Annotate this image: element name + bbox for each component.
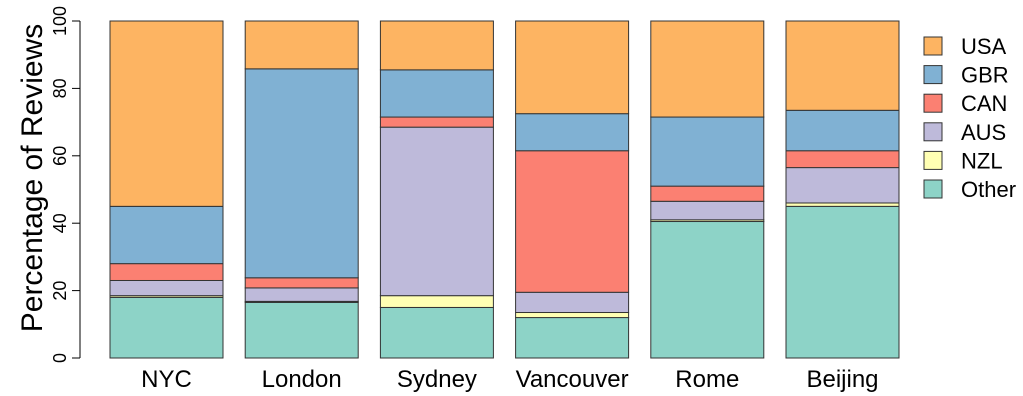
- legend-swatch-other: [923, 179, 943, 199]
- legend-swatch-usa: [923, 36, 943, 56]
- bar-segment-aus: [785, 167, 900, 204]
- bar-segment-other: [650, 221, 765, 359]
- bar-segment-gbr: [244, 68, 359, 279]
- bar-segment-usa: [379, 20, 494, 71]
- bar-segment-other: [785, 205, 900, 359]
- y-tick-label: 0: [50, 353, 70, 363]
- x-category-label: Beijing: [806, 366, 878, 393]
- bar-segment-usa: [785, 20, 900, 111]
- bar-segment-aus: [379, 126, 494, 297]
- legend-swatch-can: [923, 93, 943, 113]
- bar-segment-other: [515, 317, 630, 359]
- bar-segment-can: [379, 116, 494, 128]
- bar-segment-other: [379, 306, 494, 359]
- x-category-label: Sydney: [397, 366, 477, 393]
- y-tick-label: 60: [50, 146, 70, 166]
- x-category-label: London: [262, 366, 342, 393]
- bar-segment-gbr: [515, 113, 630, 152]
- bar-segment-can: [650, 185, 765, 202]
- bar-segment-usa: [650, 20, 765, 118]
- legend-swatch-gbr: [923, 65, 943, 85]
- x-category-label: Rome: [675, 366, 739, 393]
- legend-label-usa: USA: [961, 34, 1007, 59]
- bar-segment-aus: [244, 287, 359, 302]
- bar-segment-nzl: [379, 295, 494, 308]
- legend-label-other: Other: [961, 177, 1016, 202]
- y-tick-label: 40: [50, 213, 70, 233]
- bar-segment-nzl: [785, 202, 900, 207]
- bar-segment-gbr: [785, 109, 900, 152]
- bar-segment-can: [515, 150, 630, 293]
- x-category-label: Vancouver: [516, 366, 629, 393]
- bar-segment-other: [109, 296, 224, 359]
- bar-segment-can: [109, 263, 224, 281]
- bar-segment-gbr: [379, 69, 494, 118]
- y-axis: 0 20 40 60 80 100: [50, 6, 81, 363]
- x-category-label: NYC: [141, 366, 192, 393]
- y-tick-label: 100: [50, 6, 70, 36]
- bar-segment-usa: [515, 20, 630, 115]
- x-axis-labels: NYC London Sydney Vancouver Rome Beijing: [141, 366, 878, 393]
- bar-segment-aus: [109, 279, 224, 297]
- y-tick-label: 80: [50, 78, 70, 98]
- bar-segment-aus: [515, 291, 630, 314]
- bar-segment-can: [244, 277, 359, 289]
- legend-label-gbr: GBR: [961, 63, 1009, 88]
- bars: [109, 20, 900, 359]
- bar-segment-nzl: [515, 312, 630, 319]
- bar-segment-gbr: [650, 116, 765, 187]
- legend-label-aus: AUS: [961, 120, 1006, 145]
- legend-label-nzl: NZL: [961, 148, 1003, 173]
- bar-segment-other: [244, 301, 359, 359]
- bar-segment-aus: [650, 200, 765, 221]
- legend-label-can: CAN: [961, 91, 1007, 116]
- y-tick-label: 20: [50, 281, 70, 301]
- bar-segment-can: [785, 150, 900, 169]
- legend-swatch-aus: [923, 122, 943, 142]
- legend-swatch-nzl: [923, 150, 943, 170]
- bar-segment-gbr: [109, 205, 224, 265]
- y-axis-title: Percentage of Reviews: [16, 24, 49, 333]
- bar-segment-usa: [109, 20, 224, 207]
- legend: USA GBR CAN AUS NZL Other: [923, 34, 1016, 202]
- bar-segment-usa: [244, 20, 359, 70]
